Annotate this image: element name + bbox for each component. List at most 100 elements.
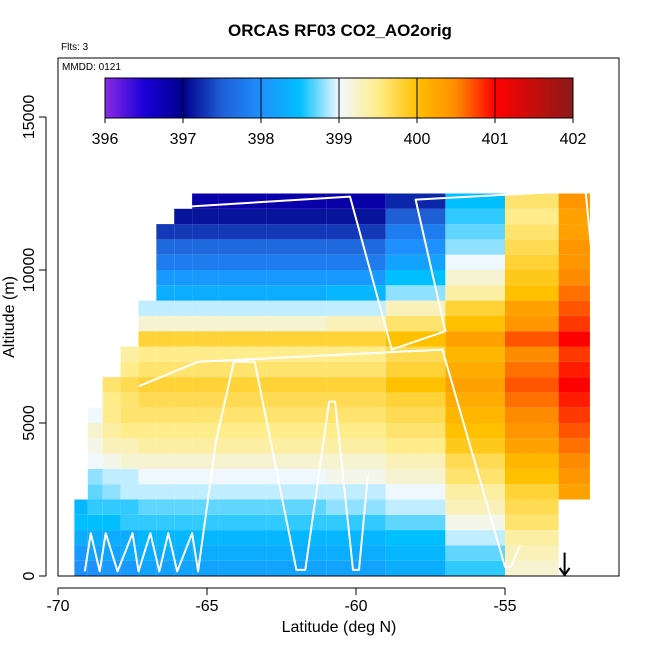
heatmap-cell	[558, 239, 590, 255]
heatmap-cell	[156, 514, 175, 531]
heatmap-cell	[138, 315, 157, 332]
heatmap-cell	[266, 208, 327, 225]
heatmap-cell	[266, 285, 327, 301]
heatmap-cell	[102, 499, 121, 515]
heatmap-cell	[120, 423, 139, 439]
heatmap-cell	[174, 377, 193, 393]
heatmap-cell	[218, 530, 267, 546]
heatmap-cell	[174, 499, 193, 515]
heatmap-cell	[174, 407, 193, 423]
heatmap-cell	[505, 300, 559, 316]
heatmap-cell	[558, 254, 590, 270]
heatmap-cell	[120, 346, 139, 362]
heatmap-cell	[174, 346, 193, 362]
colorbar-tick-label: 402	[560, 131, 587, 148]
heatmap-cell	[74, 560, 88, 576]
date-label: MMDD: 0121	[62, 62, 121, 73]
heatmap-cell	[326, 514, 386, 531]
heatmap-cell	[445, 392, 505, 408]
heatmap-cell	[326, 331, 386, 347]
heatmap-cell	[505, 193, 559, 209]
heatmap-cell	[102, 453, 121, 469]
heatmap-cell	[120, 468, 139, 485]
heatmap-cell	[266, 453, 327, 469]
heatmap-cell	[174, 514, 193, 531]
heatmap-cell	[385, 208, 446, 225]
heatmap-cell	[326, 239, 386, 255]
heatmap-cell	[326, 468, 386, 485]
heatmap-cell	[102, 377, 121, 393]
heatmap-cell	[505, 438, 559, 454]
heatmap-cell	[266, 545, 327, 561]
heatmap-cell	[385, 407, 446, 423]
heatmap-cell	[138, 361, 157, 378]
heatmap-cell	[266, 224, 327, 240]
heatmap-cell	[445, 315, 505, 332]
heatmap-cell	[218, 423, 267, 439]
heatmap-cell	[266, 346, 327, 362]
heatmap-cell	[326, 300, 386, 316]
heatmap-cell	[192, 361, 219, 378]
heatmap-cell	[445, 377, 505, 393]
heatmap-cell	[326, 361, 386, 378]
heatmap-cell	[445, 499, 505, 515]
heatmap-cell	[505, 315, 559, 332]
heatmap-cell	[558, 331, 590, 347]
heatmap-cell	[138, 560, 157, 576]
heatmap-cell	[505, 361, 559, 378]
heatmap-cell	[266, 514, 327, 531]
y-tick-label: 0	[21, 571, 38, 580]
heatmap-cell	[120, 392, 139, 408]
heatmap-cell	[385, 224, 446, 240]
latitude-marker-arrow	[558, 552, 571, 577]
heatmap-cell	[326, 392, 386, 408]
arrow-head	[558, 567, 571, 577]
heatmap-cell	[102, 468, 121, 485]
heatmap-cell	[385, 423, 446, 439]
heatmap-cell	[385, 254, 446, 270]
heatmap-cell	[385, 453, 446, 469]
flight-track-line	[122, 189, 602, 351]
heatmap-cell	[385, 545, 446, 561]
heatmap-cell	[445, 285, 505, 301]
heatmap-cell	[120, 514, 139, 531]
flight-track-line	[83, 360, 369, 573]
heatmap-cell	[192, 423, 219, 439]
y-tick-label: 15000	[21, 95, 38, 140]
heatmap-cell	[192, 545, 219, 561]
heatmap-cell	[156, 300, 175, 316]
heatmap-cell	[156, 377, 175, 393]
heatmap-cell	[192, 346, 219, 362]
heatmap-cell	[138, 423, 157, 439]
heatmap-cell	[266, 392, 327, 408]
heatmap-cell	[174, 331, 193, 347]
heatmap-cell	[505, 530, 559, 546]
heatmap-cell	[558, 315, 590, 332]
heatmap-cell	[558, 453, 590, 469]
heatmap-cell	[445, 407, 505, 423]
heatmap-cell	[74, 530, 88, 546]
heatmap-cell	[218, 484, 267, 500]
heatmap-cell	[192, 407, 219, 423]
heatmap-cell	[218, 331, 267, 347]
colorbar-tick-label: 397	[170, 131, 197, 148]
heatmap-cell	[445, 484, 505, 500]
heatmap-cell	[174, 270, 193, 286]
heatmap-cell	[156, 315, 175, 332]
heatmap-cell	[138, 300, 157, 316]
heatmap-cell	[385, 530, 446, 546]
heatmap-cell	[87, 407, 103, 423]
heatmap-cell	[156, 239, 175, 255]
heatmap-cell	[174, 285, 193, 301]
heatmap-cell	[445, 254, 505, 270]
heatmap-cell	[385, 468, 446, 485]
heatmap-cell	[385, 484, 446, 500]
heatmap-cell	[87, 514, 103, 531]
heatmap-cell	[218, 514, 267, 531]
heatmap-cell	[505, 285, 559, 301]
heatmap-cell	[505, 484, 559, 500]
heatmap-cell	[445, 239, 505, 255]
chart-title: ORCAS RF03 CO2_AO2orig	[228, 21, 452, 40]
heatmap-cell	[120, 484, 139, 500]
heatmap-cell	[192, 208, 219, 225]
